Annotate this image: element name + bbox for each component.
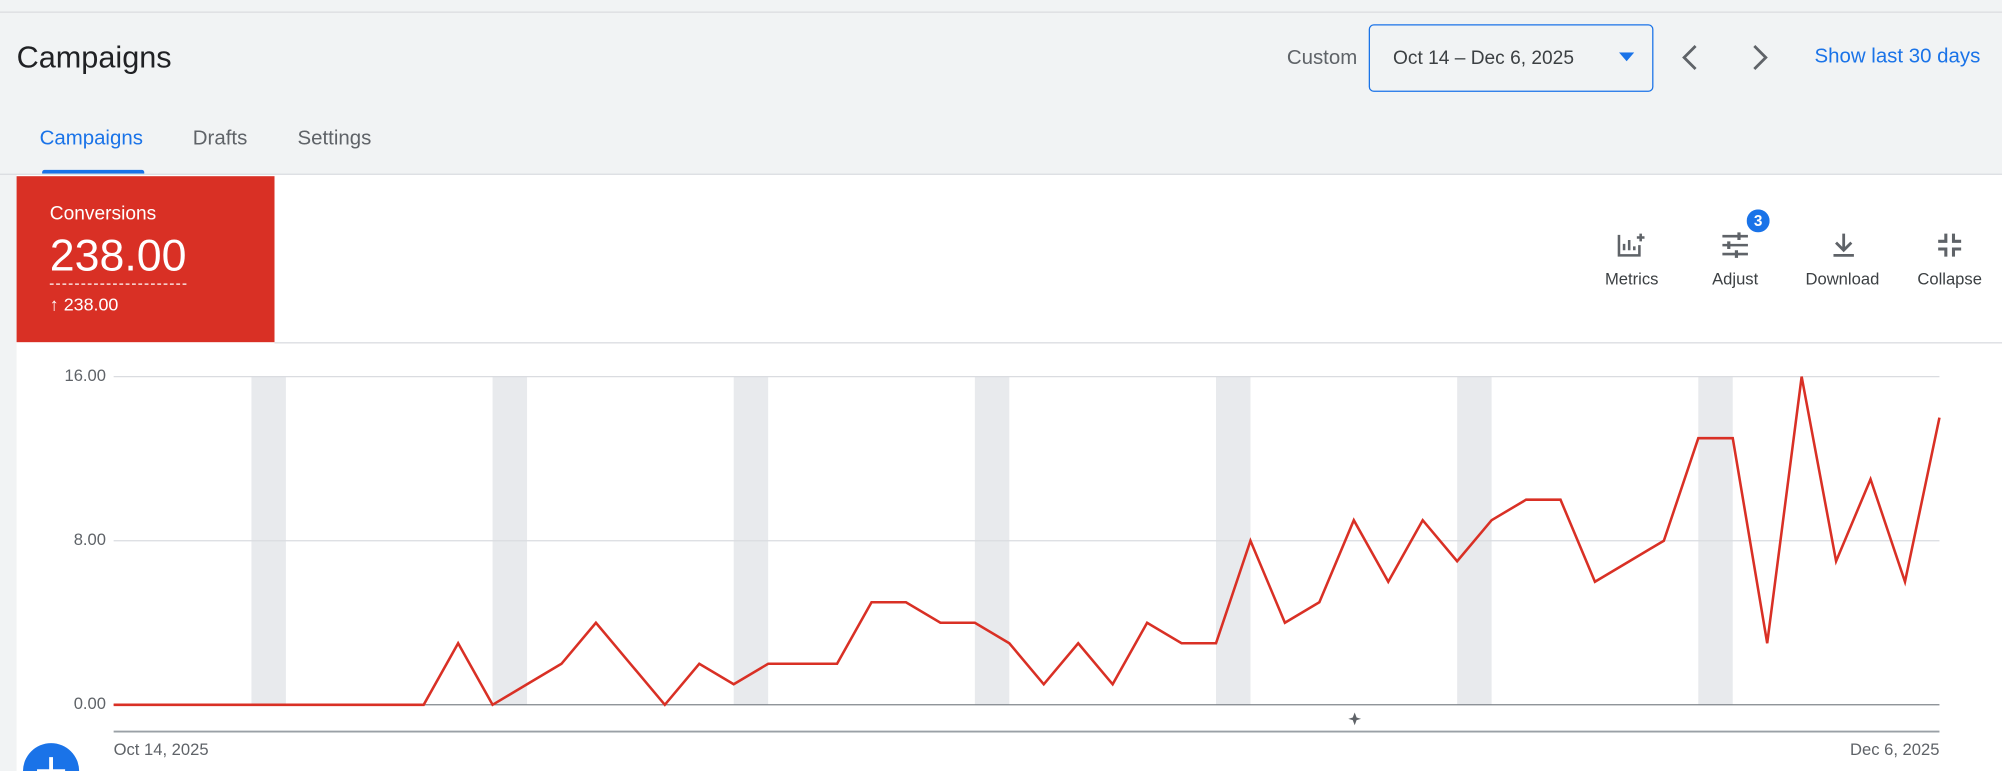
toolbar-label[interactable]: Collapse [1917, 269, 1982, 289]
prev-button[interactable] [1678, 43, 1704, 71]
series-line [113, 376, 1941, 707]
x-tick-label: Oct 14, 2025 [114, 740, 209, 759]
metric-change: ↑ 238.00 [49, 293, 119, 315]
tab[interactable]: Drafts [192, 127, 248, 150]
range-label: Custom [1286, 47, 1358, 69]
top-border [0, 11, 2002, 13]
metric-name: Conversions [49, 203, 157, 225]
metric-change-value: 238.00 [63, 293, 119, 315]
tab-border [0, 173, 2002, 175]
metric-value: 238.00 [49, 230, 187, 285]
tab[interactable]: Campaigns [39, 127, 143, 150]
sparkle-icon [1348, 712, 1362, 726]
y-tick-label: 8.00 [74, 530, 106, 549]
y-tick-label: 16.00 [64, 366, 106, 385]
card-divider [274, 342, 2002, 344]
show-last-30[interactable]: Show last 30 days [1814, 45, 1981, 68]
dropdown-arrow [1618, 52, 1635, 62]
date-range: Oct 14 – Dec 6, 2025 [1392, 47, 1574, 69]
toolbar-label[interactable]: Download [1805, 269, 1880, 289]
tab[interactable]: Settings [297, 127, 372, 150]
tab-indicator [42, 169, 145, 174]
date-picker[interactable]: Oct 14 – Dec 6, 2025 [1368, 24, 1654, 92]
next-button[interactable] [1747, 43, 1773, 71]
adjust-icon [1722, 232, 1748, 258]
x-tick-label: Dec 6, 2025 [1850, 740, 1939, 759]
collapse-icon [1938, 233, 1962, 257]
download-icon [1833, 233, 1854, 257]
toolbar-label[interactable]: Metrics [1604, 269, 1659, 289]
metrics-icon [1617, 233, 1645, 257]
page-title: Campaigns [16, 40, 172, 76]
scorecard[interactable]: Conversions 238.00 ↑ 238.00 [16, 176, 275, 343]
y-tick-label: 0.00 [74, 694, 106, 713]
badge [1746, 209, 1770, 233]
fab[interactable] [22, 742, 81, 771]
badge-count: 3 [1753, 211, 1763, 230]
toolbar-label[interactable]: Adjust [1712, 269, 1759, 289]
